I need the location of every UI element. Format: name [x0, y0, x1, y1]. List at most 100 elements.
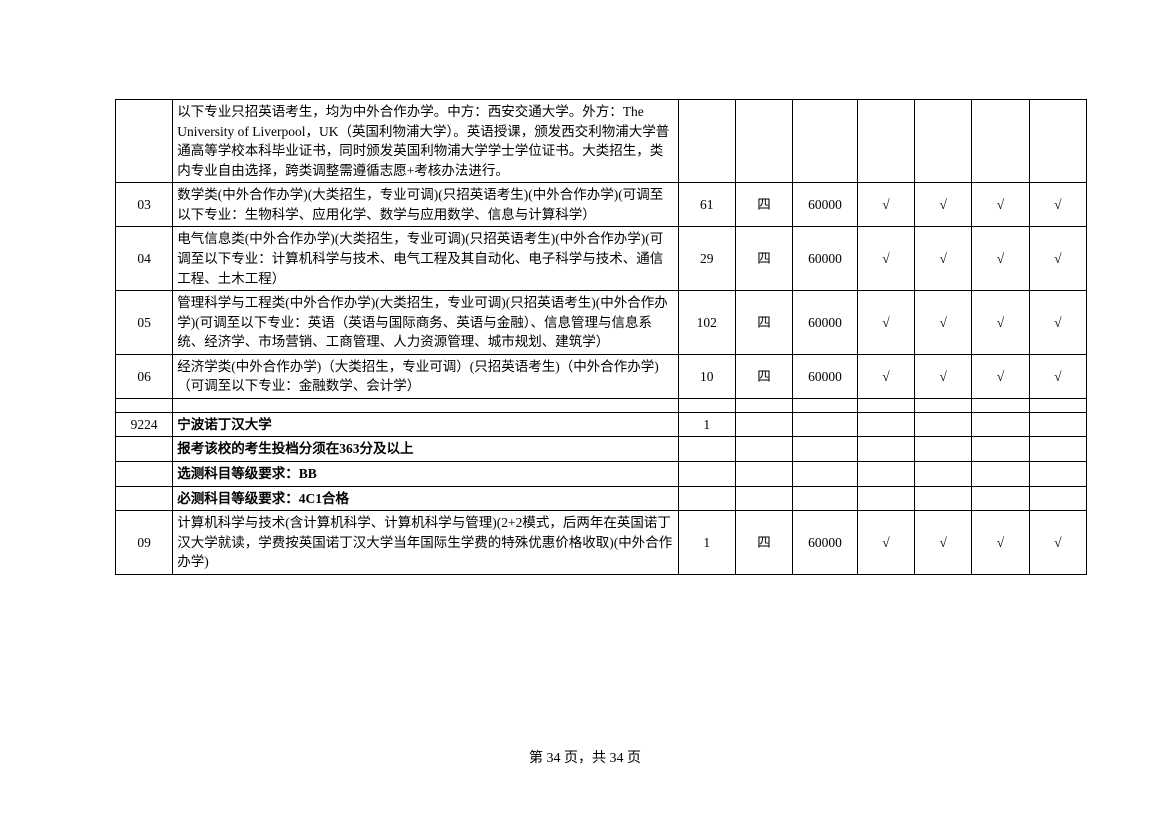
fee-cell: 60000: [793, 354, 858, 398]
spacer-cell: [972, 398, 1029, 412]
spacer-cell: [173, 398, 678, 412]
check-cell: [972, 462, 1029, 487]
code-cell: 03: [116, 183, 173, 227]
check-cell: [1029, 100, 1086, 183]
admissions-table: 以下专业只招英语考生，均为中外合作办学。中方：西安交通大学。外方：The Uni…: [115, 99, 1087, 575]
page-footer: 第 34 页，共 34 页: [0, 747, 1170, 767]
count-cell: 1: [678, 412, 735, 437]
desc-cell: 报考该校的考生投档分须在363分及以上: [173, 437, 678, 462]
count-cell: [678, 100, 735, 183]
spacer-cell: [915, 398, 972, 412]
desc-cell: 必测科目等级要求：4C1合格: [173, 486, 678, 511]
count-cell: 1: [678, 511, 735, 575]
count-cell: [678, 462, 735, 487]
check-cell: [915, 462, 972, 487]
years-cell: 四: [735, 511, 792, 575]
count-cell: 61: [678, 183, 735, 227]
table-row: [116, 398, 1087, 412]
check-cell: [1029, 462, 1086, 487]
check-cell: √: [1029, 291, 1086, 355]
check-cell: √: [972, 183, 1029, 227]
spacer-cell: [1029, 398, 1086, 412]
fee-cell: [793, 100, 858, 183]
code-cell: [116, 437, 173, 462]
check-cell: √: [857, 291, 914, 355]
check-cell: [857, 412, 914, 437]
spacer-cell: [857, 398, 914, 412]
table-row: 选测科目等级要求：BB: [116, 462, 1087, 487]
count-cell: [678, 486, 735, 511]
code-cell: 09: [116, 511, 173, 575]
code-cell: 05: [116, 291, 173, 355]
table-row: 06经济学类(中外合作办学)（大类招生，专业可调）(只招英语考生)（中外合作办学…: [116, 354, 1087, 398]
fee-cell: 60000: [793, 511, 858, 575]
years-cell: [735, 100, 792, 183]
years-cell: 四: [735, 354, 792, 398]
check-cell: √: [1029, 354, 1086, 398]
check-cell: √: [857, 511, 914, 575]
count-cell: 29: [678, 227, 735, 291]
table-row: 报考该校的考生投档分须在363分及以上: [116, 437, 1087, 462]
fee-cell: [793, 437, 858, 462]
code-cell: [116, 486, 173, 511]
code-cell: 06: [116, 354, 173, 398]
check-cell: [1029, 412, 1086, 437]
check-cell: [972, 412, 1029, 437]
check-cell: √: [972, 354, 1029, 398]
count-cell: [678, 437, 735, 462]
check-cell: [1029, 486, 1086, 511]
check-cell: [915, 437, 972, 462]
check-cell: √: [857, 183, 914, 227]
check-cell: √: [972, 227, 1029, 291]
code-cell: [116, 462, 173, 487]
check-cell: √: [1029, 183, 1086, 227]
desc-cell: 数学类(中外合作办学)(大类招生，专业可调)(只招英语考生)(中外合作办学)(可…: [173, 183, 678, 227]
check-cell: [915, 486, 972, 511]
desc-cell: 计算机科学与技术(含计算机科学、计算机科学与管理)(2+2模式，后两年在英国诺丁…: [173, 511, 678, 575]
check-cell: √: [1029, 511, 1086, 575]
code-cell: 04: [116, 227, 173, 291]
fee-cell: [793, 486, 858, 511]
check-cell: √: [972, 511, 1029, 575]
check-cell: [857, 486, 914, 511]
desc-cell: 管理科学与工程类(中外合作办学)(大类招生，专业可调)(只招英语考生)(中外合作…: [173, 291, 678, 355]
check-cell: [915, 100, 972, 183]
table-row: 03数学类(中外合作办学)(大类招生，专业可调)(只招英语考生)(中外合作办学)…: [116, 183, 1087, 227]
check-cell: [857, 462, 914, 487]
table-row: 04电气信息类(中外合作办学)(大类招生，专业可调)(只招英语考生)(中外合作办…: [116, 227, 1087, 291]
check-cell: √: [915, 511, 972, 575]
table-row: 以下专业只招英语考生，均为中外合作办学。中方：西安交通大学。外方：The Uni…: [116, 100, 1087, 183]
check-cell: [972, 100, 1029, 183]
desc-cell: 选测科目等级要求：BB: [173, 462, 678, 487]
fee-cell: 60000: [793, 291, 858, 355]
check-cell: √: [857, 354, 914, 398]
table-row: 05管理科学与工程类(中外合作办学)(大类招生，专业可调)(只招英语考生)(中外…: [116, 291, 1087, 355]
desc-cell: 宁波诺丁汉大学: [173, 412, 678, 437]
table-row: 9224宁波诺丁汉大学1: [116, 412, 1087, 437]
spacer-cell: [678, 398, 735, 412]
code-cell: 9224: [116, 412, 173, 437]
code-cell: [116, 100, 173, 183]
table-row: 09计算机科学与技术(含计算机科学、计算机科学与管理)(2+2模式，后两年在英国…: [116, 511, 1087, 575]
spacer-cell: [116, 398, 173, 412]
check-cell: [972, 437, 1029, 462]
count-cell: 10: [678, 354, 735, 398]
fee-cell: [793, 462, 858, 487]
spacer-cell: [793, 398, 858, 412]
check-cell: √: [972, 291, 1029, 355]
check-cell: √: [915, 183, 972, 227]
check-cell: [1029, 437, 1086, 462]
count-cell: 102: [678, 291, 735, 355]
table-row: 必测科目等级要求：4C1合格: [116, 486, 1087, 511]
years-cell: [735, 486, 792, 511]
desc-cell: 以下专业只招英语考生，均为中外合作办学。中方：西安交通大学。外方：The Uni…: [173, 100, 678, 183]
years-cell: 四: [735, 291, 792, 355]
fee-cell: [793, 412, 858, 437]
fee-cell: 60000: [793, 183, 858, 227]
years-cell: 四: [735, 227, 792, 291]
desc-cell: 电气信息类(中外合作办学)(大类招生，专业可调)(只招英语考生)(中外合作办学)…: [173, 227, 678, 291]
check-cell: √: [1029, 227, 1086, 291]
check-cell: [915, 412, 972, 437]
years-cell: [735, 437, 792, 462]
check-cell: √: [915, 291, 972, 355]
